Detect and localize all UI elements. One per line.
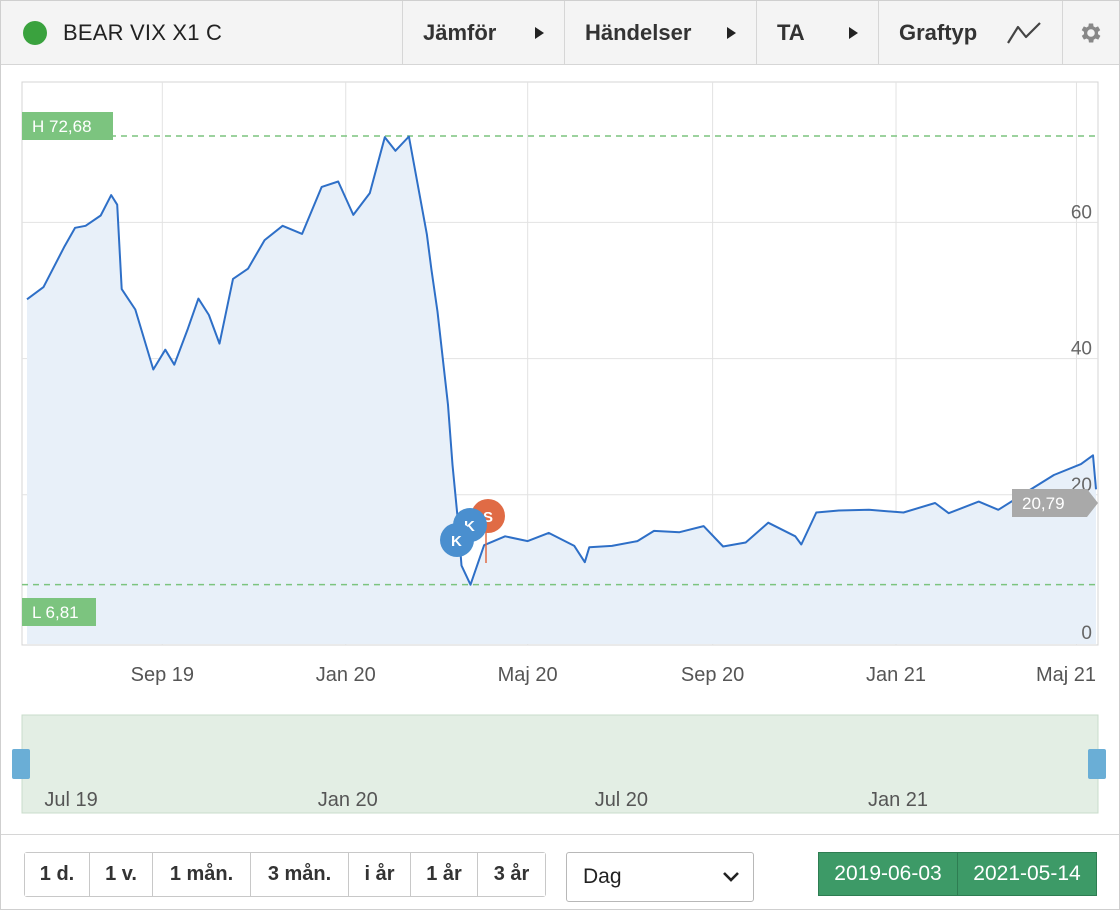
period-3y-button[interactable]: 3 år — [478, 853, 545, 896]
period-1m-button[interactable]: 1 mån. — [153, 853, 251, 896]
triangle-right-icon — [727, 26, 736, 39]
period-selector: 1 d. 1 v. 1 mån. 3 mån. i år 1 år 3 år — [24, 852, 546, 897]
triangle-right-icon — [535, 26, 544, 39]
graph-type-label: Graftyp — [899, 19, 978, 45]
period-3m-button[interactable]: 3 mån. — [251, 853, 349, 896]
navigator-axis: Jul 19 Jan 20 Jul 20 Jan 21 — [44, 789, 928, 811]
range-navigator[interactable]: Jul 19 Jan 20 Jul 20 Jan 21 — [12, 714, 1106, 814]
compare-label: Jämför — [423, 19, 497, 45]
navigator-tick-label: Jul 20 — [595, 789, 648, 811]
navigator-left-handle[interactable] — [12, 749, 30, 779]
period-ytd-button[interactable]: i år — [349, 853, 411, 896]
x-tick-label: Sep 20 — [681, 664, 744, 686]
y-tick-label: 40 — [1071, 339, 1092, 360]
y-tick-label: 60 — [1071, 202, 1092, 223]
triangle-right-icon — [849, 26, 858, 39]
high-label: H 72,68 — [32, 117, 92, 136]
buy-marker-letter: K — [464, 518, 475, 535]
chart-toolbar: BEAR VIX X1 C Jämför Händelser TA Grafty… — [1, 1, 1119, 65]
compare-menu-button[interactable]: Jämför — [403, 1, 565, 64]
y-tick-label: 0 — [1081, 623, 1092, 644]
navigator-right-handle[interactable] — [1088, 749, 1106, 779]
navigator-tick-label: Jul 19 — [44, 789, 97, 811]
high-flag: H 72,68 — [22, 112, 113, 140]
settings-button[interactable] — [1063, 1, 1119, 64]
navigator-tick-label: Jan 21 — [868, 789, 928, 811]
ta-menu-button[interactable]: TA — [757, 1, 879, 64]
sell-marker-letter: S — [483, 509, 493, 526]
last-value-tag: 20,79 — [1012, 489, 1098, 517]
events-menu-button[interactable]: Händelser — [565, 1, 757, 64]
date-to-button[interactable]: 2021-05-14 — [957, 853, 1096, 895]
instrument-name: BEAR VIX X1 C — [63, 19, 223, 45]
x-tick-label: Maj 21 — [1036, 664, 1096, 686]
interval-value: Dag — [583, 865, 622, 888]
graph-type-button[interactable]: Graftyp — [879, 1, 1063, 64]
ta-label: TA — [777, 19, 805, 45]
price-area — [27, 136, 1096, 644]
chevron-down-icon — [723, 872, 739, 882]
instrument-title: BEAR VIX X1 C — [1, 1, 403, 64]
date-from-button[interactable]: 2019-06-03 — [819, 853, 957, 895]
low-label: L 6,81 — [32, 603, 79, 622]
price-line — [26, 135, 1097, 586]
events-label: Händelser — [585, 19, 692, 45]
line-chart-icon — [1007, 21, 1041, 44]
period-1y-button[interactable]: 1 år — [411, 853, 478, 896]
controls-divider — [1, 834, 1119, 835]
buy-marker[interactable]: K — [440, 523, 474, 557]
x-tick-label: Jan 21 — [866, 664, 926, 686]
interval-select[interactable]: Dag — [566, 852, 754, 902]
period-1d-button[interactable]: 1 d. — [25, 853, 90, 896]
x-tick-label: Jan 20 — [316, 664, 376, 686]
last-value-label: 20,79 — [1022, 494, 1065, 513]
x-axis: Sep 19 Jan 20 Maj 20 Sep 20 Jan 21 Maj 21 — [131, 664, 1096, 686]
x-tick-label: Maj 20 — [498, 664, 558, 686]
low-flag: L 6,81 — [22, 598, 96, 626]
date-range: 2019-06-03 2021-05-14 — [818, 852, 1097, 896]
navigator-tick-label: Jan 20 — [318, 789, 378, 811]
x-tick-label: Sep 19 — [131, 664, 194, 686]
period-1w-button[interactable]: 1 v. — [90, 853, 153, 896]
gear-icon — [1081, 22, 1101, 43]
buy-marker-letter: K — [451, 533, 462, 550]
status-dot-icon — [23, 20, 47, 45]
